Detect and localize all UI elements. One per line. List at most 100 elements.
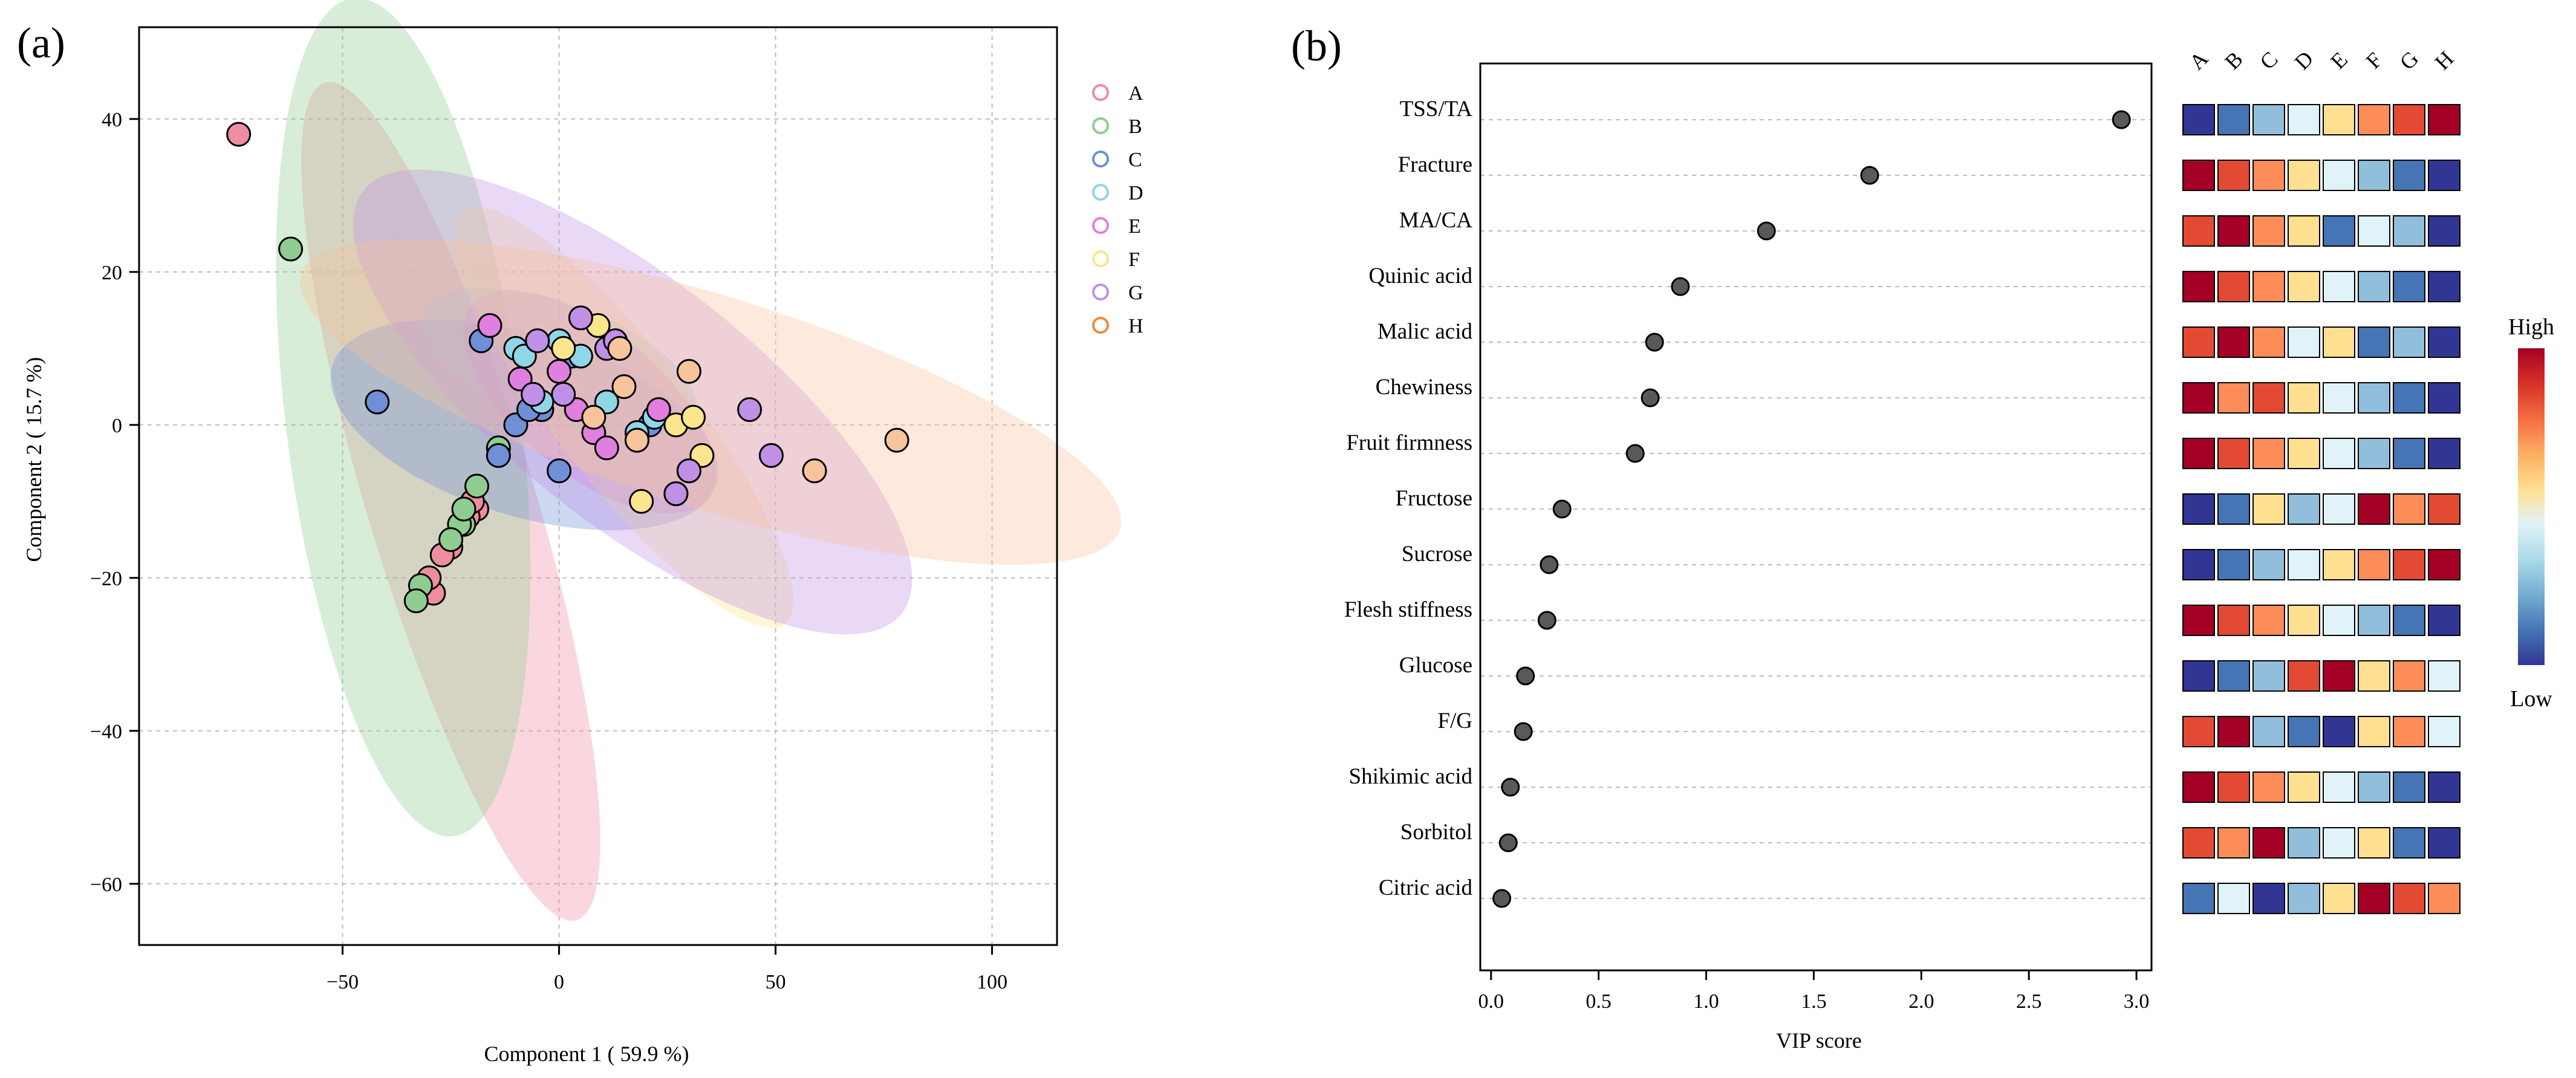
heatmap-cell-2-f (2358, 215, 2390, 247)
vip-point-7 (1552, 499, 1572, 519)
point-g-2 (568, 305, 593, 331)
heatmap-cell-9-g (2393, 605, 2425, 636)
point-g-7 (663, 481, 689, 507)
heatmap-cell-1-a (2182, 160, 2215, 191)
vip-xtick-label-3: 1.5 (1801, 990, 1827, 1013)
legend-label-d: D (1128, 182, 1143, 204)
pca-ytick-label-1: −40 (90, 721, 122, 743)
colorbar-low-label: Low (2510, 686, 2552, 712)
heatmap-cell-10-b (2217, 660, 2250, 692)
heatmap-cell-12-f (2358, 771, 2390, 803)
heatmap-cell-3-f (2358, 271, 2390, 302)
point-b-5 (438, 527, 464, 553)
heatmap-cell-1-h (2428, 160, 2461, 191)
heatmap-cell-8-e (2323, 549, 2355, 580)
vip-label-1: Fracture (1398, 152, 1472, 177)
heatmap-cell-14-g (2393, 883, 2425, 914)
heatmap-cell-3-a (2182, 271, 2215, 302)
heatmap-cell-6-h (2428, 438, 2461, 469)
point-g-0 (525, 328, 550, 354)
vip-variable-labels: TSS/TA Fracture MA/CA Quinic acid Malic acid… (1344, 97, 1473, 900)
heatmap-cell-12-h (2428, 771, 2461, 803)
heatmap-cell-4-a (2182, 326, 2215, 358)
heatmap-cell-8-f (2358, 549, 2390, 580)
heatmap-cell-9-e (2323, 605, 2355, 636)
heatmap-cell-11-b (2217, 716, 2250, 747)
heatmap-cell-8-g (2393, 549, 2425, 580)
heatmap-cell-11-g (2393, 716, 2425, 747)
heatmap-cell-3-d (2288, 271, 2320, 302)
pca-ytick-label-3: 0 (112, 415, 122, 437)
colorbar (2518, 348, 2545, 665)
heatmap-cell-5-h (2428, 382, 2461, 414)
heatmap-cell-1-c (2252, 160, 2285, 191)
vip-label-5: Chewiness (1376, 375, 1472, 400)
point-f-5 (681, 404, 706, 430)
heatmap-cell-2-d (2288, 215, 2320, 247)
pca-ytick-label-2: −20 (90, 568, 122, 590)
heatmap-cell-11-e (2323, 716, 2355, 747)
heatmap-cell-12-d (2288, 771, 2320, 803)
point-e-5 (594, 435, 619, 461)
panel-a-label: (a) (17, 19, 65, 67)
point-g-8 (676, 458, 701, 484)
heatmap-cell-7-h (2428, 493, 2461, 525)
legend-marker-b (1092, 117, 1109, 134)
heatmap-col-label-e: E (2326, 47, 2352, 74)
vip-label-2: MA/CA (1399, 208, 1473, 233)
vip-label-9: Flesh stiffness (1344, 597, 1472, 622)
legend-marker-g (1092, 284, 1109, 300)
heatmap-cell-6-a (2182, 438, 2215, 469)
heatmap-cell-1-b (2217, 160, 2250, 191)
pca-y-axis: −60 −40 −20 0 20 40 (90, 109, 139, 896)
heatmap-cell-1-g (2393, 160, 2425, 191)
heatmap-col-label-h: H (2430, 47, 2459, 75)
point-h-5 (624, 427, 649, 453)
heatmap-cell-10-g (2393, 660, 2425, 692)
vip-xtick-label-2: 1.0 (1693, 990, 1719, 1013)
legend-label-c: C (1128, 149, 1142, 171)
vip-xtick-label-1: 0.5 (1586, 990, 1612, 1013)
heatmap-cell-0-g (2393, 104, 2425, 135)
pca-plot-frame (138, 26, 1058, 946)
heatmap-cell-10-f (2358, 660, 2390, 692)
heatmap-cell-8-c (2252, 549, 2285, 580)
vip-point-3 (1671, 277, 1690, 296)
pca-ytick-label-0: −60 (90, 874, 122, 896)
heatmap-cell-9-c (2252, 605, 2285, 636)
heatmap-cell-6-b (2217, 438, 2250, 469)
point-c-2 (486, 443, 511, 468)
heatmap-col-label-d: D (2290, 47, 2318, 75)
heatmap-cell-5-g (2393, 382, 2425, 414)
heatmap-cell-3-h (2428, 271, 2461, 302)
heatmap-cell-11-d (2288, 716, 2320, 747)
heatmap-col-label-f: F (2361, 48, 2387, 73)
legend-label-e: E (1128, 215, 1141, 238)
panel-b-label: (b) (1291, 22, 1342, 70)
heatmap-cell-11-a (2182, 716, 2215, 747)
heatmap-cell-9-a (2182, 605, 2215, 636)
legend-marker-f (1092, 250, 1109, 267)
heatmap-cell-14-e (2323, 883, 2355, 914)
heatmap-cell-13-b (2217, 827, 2250, 859)
heatmap-col-label-g: G (2395, 47, 2424, 75)
pca-x-axis-title: Component 1 ( 59.9 %) (484, 1042, 689, 1066)
heatmap-cell-4-c (2252, 326, 2285, 358)
heatmap-cell-3-g (2393, 271, 2425, 302)
ellipse-group-g (353, 169, 912, 635)
heatmap-cell-9-h (2428, 605, 2461, 636)
vip-point-0 (2112, 110, 2131, 129)
pca-xtick-label-2: 50 (766, 971, 786, 993)
heatmap-cell-4-g (2393, 326, 2425, 358)
heatmap-cell-2-g (2393, 215, 2425, 247)
vip-point-10 (1516, 666, 1535, 686)
heatmap-cell-12-a (2182, 771, 2215, 803)
heatmap-cell-7-d (2288, 493, 2320, 525)
legend-label-g: G (1128, 282, 1143, 304)
ellipse-group-b (276, 0, 531, 837)
heatmap-cell-3-c (2252, 271, 2285, 302)
vip-label-11: F/G (1437, 709, 1472, 733)
heatmap-cell-10-a (2182, 660, 2215, 692)
vip-point-8 (1540, 555, 1559, 574)
